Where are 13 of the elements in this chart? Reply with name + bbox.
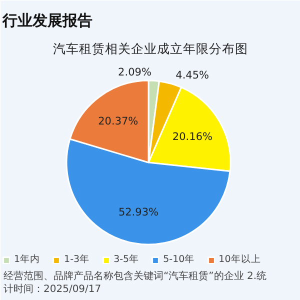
legend-label: 10年以上 xyxy=(218,253,261,266)
data-label: 2.09% xyxy=(118,66,152,78)
data-label: 20.37% xyxy=(98,116,138,128)
data-label: 4.45% xyxy=(176,70,210,82)
data-label: 20.16% xyxy=(172,130,212,143)
text: 经营范围、品牌产品名称包含关键词“汽车租赁”的企业 2.统计时间：2025/09/17 xyxy=(4,270,267,295)
legend-label: 1年内 xyxy=(14,253,40,266)
legend-label: 5-10年 xyxy=(163,253,195,266)
chart-title: 汽车租赁相关企业成立年限分布图 xyxy=(53,41,248,56)
legend-label: 1-3年 xyxy=(64,253,90,266)
data-label: 52.93% xyxy=(118,206,158,218)
text: 行业发展报告 xyxy=(2,12,92,30)
legend-label: 3-5年 xyxy=(114,253,140,266)
